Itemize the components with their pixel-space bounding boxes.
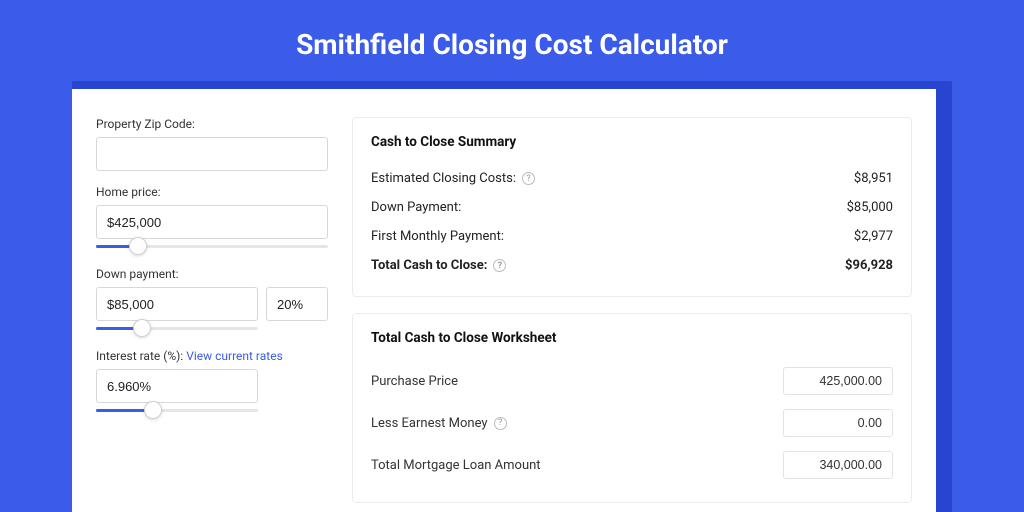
results-column: Cash to Close Summary Estimated Closing … <box>352 117 912 512</box>
home-price-slider[interactable] <box>96 241 328 253</box>
worksheet-row-value[interactable] <box>783 367 893 395</box>
worksheet-row-label: Total Mortgage Loan Amount <box>371 458 541 473</box>
interest-rate-label: Interest rate (%): View current rates <box>96 349 328 363</box>
summary-row: First Monthly Payment: $2,977 <box>371 222 893 251</box>
down-payment-slider[interactable] <box>96 323 328 335</box>
summary-rows: Estimated Closing Costs:? $8,951 Down Paym… <box>371 164 893 280</box>
summary-row: Estimated Closing Costs:? $8,951 <box>371 164 893 193</box>
summary-row-label: First Monthly Payment: <box>371 229 504 244</box>
down-payment-input[interactable] <box>96 287 258 321</box>
help-icon[interactable]: ? <box>522 172 535 185</box>
down-payment-field: Down payment: <box>96 267 328 335</box>
summary-row: Total Cash to Close:? $96,928 <box>371 251 893 280</box>
summary-row-value: $2,977 <box>854 229 893 244</box>
worksheet-row-value[interactable] <box>783 451 893 479</box>
calculator-panel: Property Zip Code: Home price: Down paym… <box>72 89 936 512</box>
help-icon[interactable]: ? <box>494 417 507 430</box>
worksheet-row: Less Earnest Money? <box>371 402 893 444</box>
home-price-slider-thumb[interactable] <box>129 237 147 255</box>
worksheet-card: Total Cash to Close Worksheet Purchase P… <box>352 313 912 503</box>
worksheet-row-label-text: Total Mortgage Loan Amount <box>371 458 541 473</box>
home-price-input[interactable] <box>96 205 328 239</box>
zip-field: Property Zip Code: <box>96 117 328 171</box>
home-price-field: Home price: <box>96 185 328 253</box>
inputs-column: Property Zip Code: Home price: Down paym… <box>96 117 328 512</box>
help-icon[interactable]: ? <box>493 259 506 272</box>
down-payment-label: Down payment: <box>96 267 328 281</box>
summary-row-label-text: Down Payment: <box>371 200 461 215</box>
worksheet-row-label: Less Earnest Money? <box>371 416 507 431</box>
page-title: Smithfield Closing Cost Calculator <box>0 0 1024 81</box>
down-payment-pct-input[interactable] <box>266 287 328 321</box>
interest-rate-field: Interest rate (%): View current rates <box>96 349 328 417</box>
worksheet-title: Total Cash to Close Worksheet <box>371 330 893 346</box>
summary-row-value: $8,951 <box>854 171 893 186</box>
worksheet-row: Purchase Price <box>371 360 893 402</box>
summary-row-label: Estimated Closing Costs:? <box>371 171 535 186</box>
summary-row-label-text: Total Cash to Close: <box>371 258 487 273</box>
down-payment-slider-thumb[interactable] <box>133 319 151 337</box>
summary-row-value: $96,928 <box>845 258 893 273</box>
worksheet-row: Total Mortgage Loan Amount <box>371 444 893 486</box>
view-rates-link[interactable]: View current rates <box>186 349 283 363</box>
panel-shadow: Property Zip Code: Home price: Down paym… <box>72 81 952 512</box>
summary-card: Cash to Close Summary Estimated Closing … <box>352 117 912 297</box>
worksheet-row-label: Purchase Price <box>371 374 458 389</box>
interest-rate-input[interactable] <box>96 369 258 403</box>
summary-row-label-text: Estimated Closing Costs: <box>371 171 516 186</box>
summary-row: Down Payment: $85,000 <box>371 193 893 222</box>
summary-row-label: Down Payment: <box>371 200 461 215</box>
zip-label: Property Zip Code: <box>96 117 328 131</box>
summary-row-value: $85,000 <box>847 200 893 215</box>
worksheet-row-label-text: Purchase Price <box>371 374 458 389</box>
worksheet-rows: Purchase Price Less Earnest Money? Total M… <box>371 360 893 486</box>
summary-row-label: Total Cash to Close:? <box>371 258 506 273</box>
summary-title: Cash to Close Summary <box>371 134 893 150</box>
zip-input[interactable] <box>96 137 328 171</box>
home-price-label: Home price: <box>96 185 328 199</box>
summary-row-label-text: First Monthly Payment: <box>371 229 504 244</box>
interest-rate-label-text: Interest rate (%): <box>96 349 186 363</box>
worksheet-row-value[interactable] <box>783 409 893 437</box>
interest-rate-slider-thumb[interactable] <box>144 401 162 419</box>
worksheet-row-label-text: Less Earnest Money <box>371 416 488 431</box>
interest-rate-slider[interactable] <box>96 405 258 417</box>
